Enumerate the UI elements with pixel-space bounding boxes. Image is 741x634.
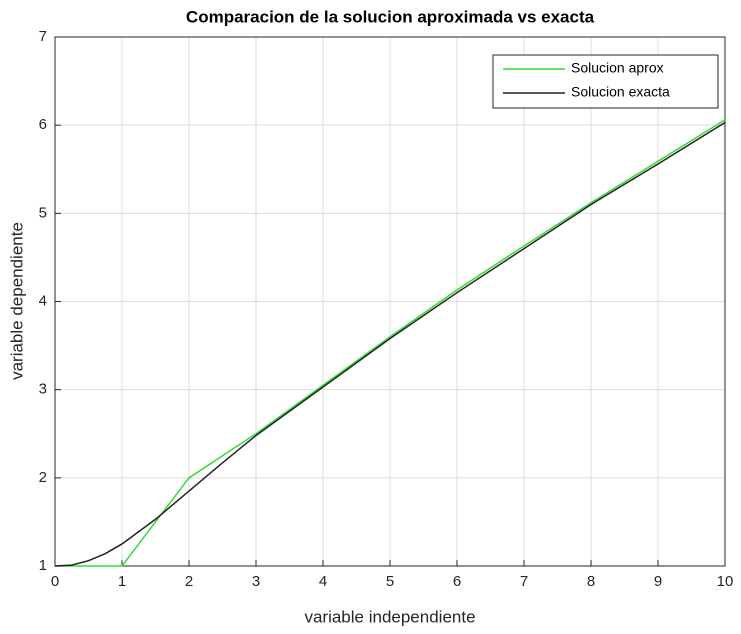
y-tick-label: 3 xyxy=(39,381,47,398)
axes-box xyxy=(54,36,726,567)
x-tick-label: 5 xyxy=(386,573,394,590)
y-axis-label: variable dependiente xyxy=(7,222,26,380)
y-tick-label: 4 xyxy=(39,292,47,309)
x-tick-label: 1 xyxy=(118,573,126,590)
x-tick-label: 8 xyxy=(587,573,595,590)
x-axis-label: variable independiente xyxy=(304,607,475,626)
x-tick-label: 0 xyxy=(51,573,59,590)
y-tick-label: 1 xyxy=(39,557,47,574)
line-series xyxy=(54,121,726,567)
x-tick-label: 2 xyxy=(185,573,193,590)
y-tick-label: 2 xyxy=(39,469,47,486)
x-tick-label: 9 xyxy=(654,573,662,590)
x-tick-label: 6 xyxy=(453,573,461,590)
x-tick-label: 10 xyxy=(717,573,734,590)
x-tick-label: 3 xyxy=(252,573,260,590)
y-tick-label: 5 xyxy=(39,204,47,221)
y-tick-label: 7 xyxy=(39,28,47,45)
x-tick-label: 4 xyxy=(319,573,327,590)
x-tick-label: 7 xyxy=(520,573,528,590)
y-tick-label: 6 xyxy=(39,116,47,133)
line-series xyxy=(55,119,726,567)
legend-box xyxy=(492,54,719,109)
legend-label: Solucion aprox xyxy=(571,60,664,76)
legend-label: Solucion exacta xyxy=(571,84,670,100)
chart-title: Comparacion de la solucion aproximada vs… xyxy=(186,7,595,26)
